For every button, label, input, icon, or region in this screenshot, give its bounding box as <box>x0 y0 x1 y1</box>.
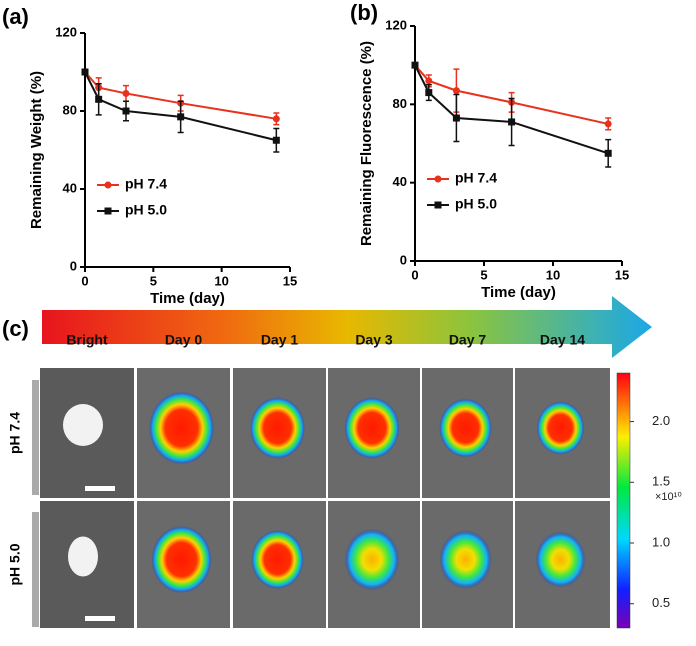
fluorescence-blob <box>344 397 400 459</box>
marker <box>272 115 280 123</box>
fluorescence-blob <box>250 397 305 459</box>
marker <box>122 89 130 97</box>
y-tick-label: 0 <box>70 258 77 273</box>
sample-bright <box>68 536 98 577</box>
marker <box>604 120 612 128</box>
x-axis-label: Time (day) <box>150 290 225 307</box>
colorbar-tick-label: 2.0 <box>652 413 670 428</box>
legend-label: pH 7.4 <box>125 176 167 192</box>
y-tick-label: 120 <box>385 17 407 32</box>
legend-marker <box>434 201 442 209</box>
marker <box>272 136 280 144</box>
sample-bright <box>63 404 103 446</box>
colorbar <box>616 372 631 629</box>
scale-bar <box>85 486 115 491</box>
y-tick-label: 80 <box>393 96 407 111</box>
marker <box>81 68 89 76</box>
x-tick-label: 15 <box>283 273 297 288</box>
colorbar-tick-label: 1.0 <box>652 534 670 549</box>
marker <box>122 107 130 115</box>
marker <box>508 118 516 126</box>
colorbar-unit: ×10¹⁰ <box>655 491 682 503</box>
marker <box>95 95 103 103</box>
legend-marker <box>104 181 112 189</box>
marker <box>425 77 433 85</box>
y-tick-label: 0 <box>400 252 407 267</box>
colorbar-tick-label: 0.5 <box>652 595 670 610</box>
y-tick-label: 40 <box>393 174 407 189</box>
fluorescence-blob <box>439 398 492 458</box>
fluorescence-blob <box>344 528 400 591</box>
x-tick-label: 5 <box>480 267 487 282</box>
row-bar <box>32 512 39 627</box>
time-arrow <box>42 296 652 358</box>
row-label: pH 7.4 <box>7 412 23 454</box>
fluorescence-blob <box>536 401 585 455</box>
y-axis-label: Remaining Weight (%) <box>28 71 45 229</box>
x-tick-label: 10 <box>214 273 228 288</box>
x-axis-label: Time (day) <box>481 284 556 301</box>
legend-label: pH 7.4 <box>455 170 497 186</box>
fluorescence-blob <box>535 531 586 588</box>
marker <box>604 149 612 157</box>
legend-label: pH 5.0 <box>125 202 167 218</box>
colorbar-tick-label: 1.5 <box>652 474 670 489</box>
x-tick-label: 5 <box>150 273 157 288</box>
y-tick-label: 120 <box>55 24 77 39</box>
fluorescence-blob <box>439 530 492 589</box>
x-tick-label: 15 <box>615 267 629 282</box>
column-label: Day 3 <box>355 332 393 348</box>
panel-label: (c) <box>2 316 29 341</box>
x-tick-label: 0 <box>411 267 418 282</box>
panel-label: (b) <box>350 0 378 25</box>
fluorescence-blob <box>149 391 214 465</box>
column-label: Day 1 <box>261 332 299 348</box>
column-label: Day 7 <box>449 332 487 348</box>
x-tick-label: 0 <box>81 273 88 288</box>
column-label: Day 14 <box>540 332 585 348</box>
y-tick-label: 40 <box>63 180 77 195</box>
scale-bar <box>85 616 115 621</box>
marker <box>452 114 460 122</box>
fluorescence-blob <box>251 530 304 589</box>
fluorescence-blob <box>151 525 212 594</box>
marker <box>452 87 460 95</box>
y-tick-label: 80 <box>63 102 77 117</box>
y-axis-label: Remaining Fluorescence (%) <box>358 41 375 246</box>
legend-label: pH 5.0 <box>455 196 497 212</box>
row-bar <box>32 380 39 495</box>
legend-marker <box>104 207 112 215</box>
column-label: Bright <box>66 332 108 348</box>
legend-marker <box>434 175 442 183</box>
row-label: pH 5.0 <box>7 543 23 585</box>
panel-label: (a) <box>2 4 29 29</box>
column-label: Day 0 <box>165 332 203 348</box>
x-tick-label: 10 <box>546 267 560 282</box>
marker <box>411 61 419 69</box>
marker <box>177 113 185 121</box>
marker <box>425 89 433 97</box>
